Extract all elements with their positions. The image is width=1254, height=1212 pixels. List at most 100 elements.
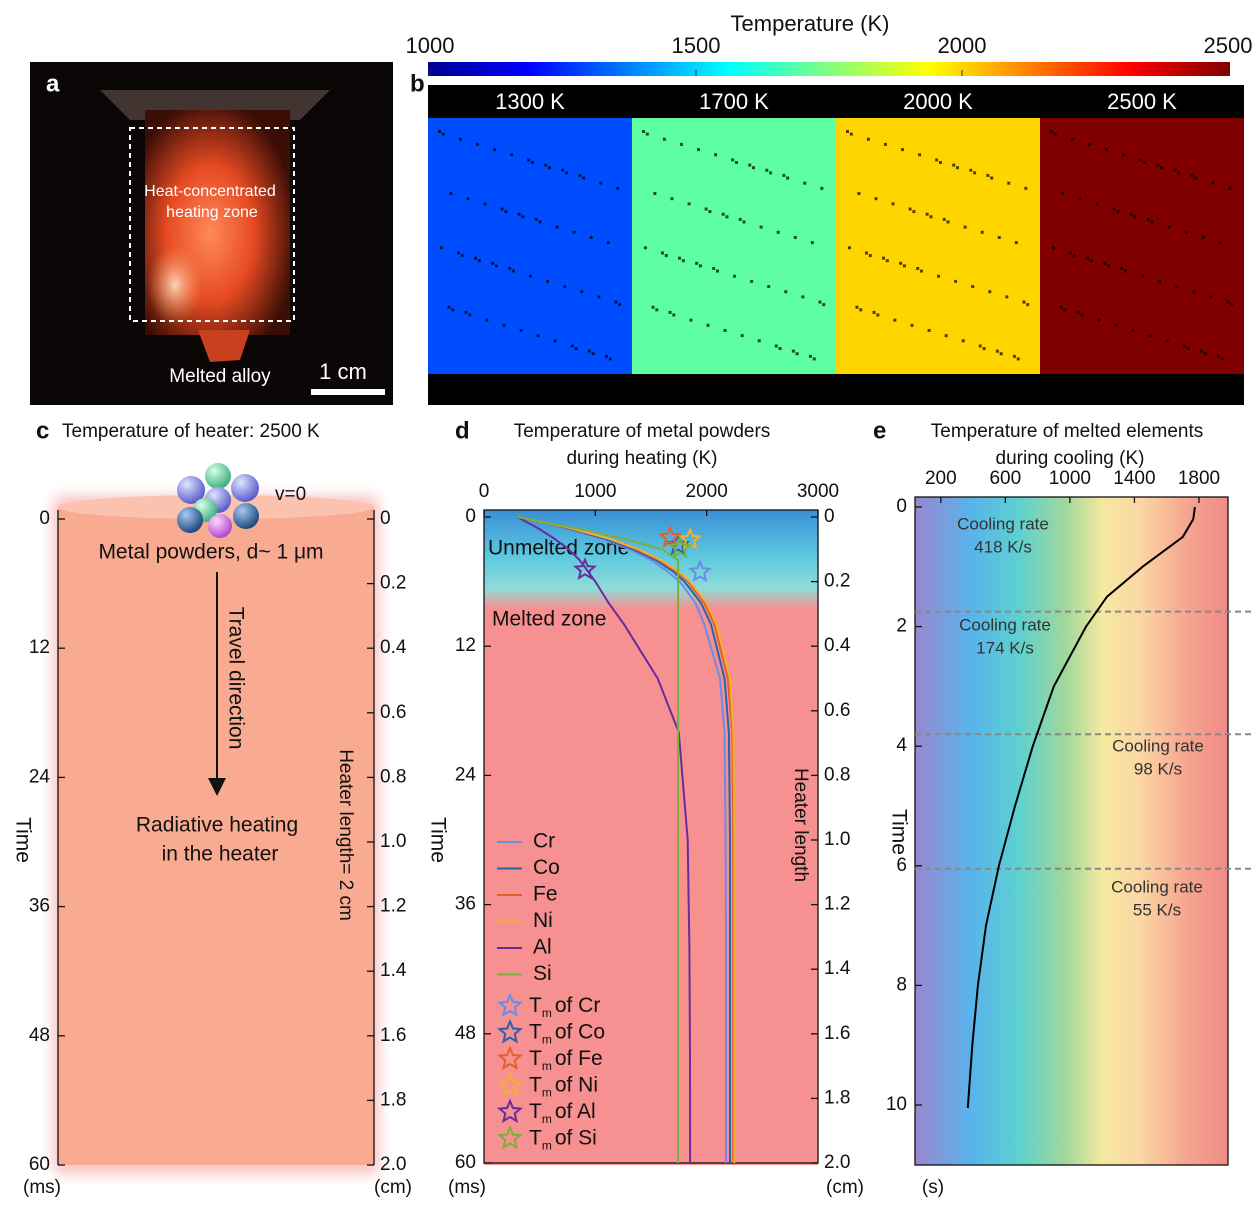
speckle — [944, 334, 948, 338]
speckle — [1070, 137, 1074, 141]
speckle — [1012, 354, 1016, 358]
speckle — [466, 197, 470, 201]
melting-point — [667, 535, 693, 559]
y-tick-label: 12 — [29, 637, 50, 658]
speckle — [1097, 318, 1101, 322]
speckle — [1192, 290, 1196, 294]
legend-subscript: m — [542, 1139, 552, 1153]
legend-subscript: m — [542, 1033, 552, 1047]
legend-label: Al — [533, 936, 552, 959]
speckle — [606, 241, 610, 245]
speckle — [468, 313, 472, 317]
speckle — [561, 168, 565, 172]
legend-prefix: T — [529, 1073, 542, 1096]
speckle — [565, 171, 569, 175]
speckle — [1173, 168, 1177, 172]
speckle — [508, 266, 512, 270]
speckle — [997, 235, 1001, 239]
speckle — [580, 290, 584, 294]
series-line — [517, 516, 680, 1163]
speckle — [687, 202, 691, 206]
y-tick-label: 36 — [29, 896, 50, 917]
plot-frame — [914, 496, 1229, 1166]
speckle — [866, 137, 870, 141]
annotation: in the heater — [162, 843, 279, 866]
speckle — [1218, 241, 1222, 245]
speckle — [504, 210, 508, 214]
colorbar-tick-label: 1000 — [406, 33, 455, 58]
speckle — [1106, 264, 1110, 268]
melting-point — [657, 524, 682, 548]
chart-title: during cooling (K) — [996, 448, 1145, 469]
speckle — [1122, 153, 1126, 157]
speckle — [999, 352, 1003, 356]
legend-prefix: T — [529, 1020, 542, 1043]
speckle — [1190, 173, 1194, 177]
speckle — [697, 148, 701, 152]
plot-frame — [483, 509, 819, 1164]
speckle — [1123, 269, 1127, 273]
y2-tick-label: 0.4 — [380, 637, 407, 658]
speckle — [731, 158, 735, 162]
speckle — [748, 163, 752, 167]
speckle — [483, 202, 487, 206]
y2-axis-unit: (cm) — [374, 1177, 412, 1198]
speckle — [990, 176, 994, 180]
zone-label: 1700 K — [699, 89, 769, 114]
speckle — [438, 130, 441, 133]
speckle — [582, 176, 586, 180]
speckle — [1148, 334, 1152, 338]
speckle — [769, 171, 773, 175]
legend-star — [496, 1124, 524, 1150]
speckle — [1165, 339, 1169, 343]
y-tick-label: 24 — [29, 766, 51, 787]
y2-tick-label: 1.6 — [824, 1023, 850, 1044]
speckle — [1086, 256, 1090, 260]
speckle — [475, 142, 479, 146]
speckle — [678, 256, 682, 260]
legend-label: Co — [533, 856, 560, 879]
colorbar-title: Temperature (K) — [731, 11, 890, 36]
speckle — [660, 251, 664, 255]
speckle — [786, 176, 790, 180]
y2-tick-label: 1.2 — [824, 894, 850, 915]
y2-tick-label: 2.0 — [824, 1152, 850, 1173]
speckle — [555, 225, 559, 229]
speckle — [916, 266, 920, 270]
speckle — [544, 163, 548, 167]
speckle — [616, 186, 620, 190]
speckle — [1087, 142, 1091, 146]
speckle — [961, 339, 965, 343]
y2-tick-label: 1.4 — [380, 960, 407, 981]
speckle — [908, 207, 912, 211]
y2-tick-label: 0.2 — [824, 571, 850, 592]
speckle — [1216, 354, 1220, 358]
speckle — [757, 339, 761, 343]
speckle — [988, 290, 992, 294]
y-tick-label: 0 — [896, 496, 907, 517]
speckle — [927, 328, 931, 332]
speckle — [1016, 357, 1020, 361]
speckle — [578, 173, 582, 177]
speckle — [1141, 274, 1145, 278]
rate-value: 98 K/s — [1134, 759, 1182, 778]
speckle — [808, 354, 812, 358]
speckle — [439, 246, 443, 250]
panel-label: c — [36, 417, 49, 444]
speckle — [1120, 266, 1124, 270]
scale-bar-label: 1 cm — [319, 359, 367, 384]
legend-star — [496, 1018, 524, 1044]
speckle — [1061, 192, 1065, 196]
y2-tick-label: 1.0 — [824, 829, 850, 850]
y2-tick-label: 0.2 — [380, 573, 406, 594]
speckle — [1059, 305, 1063, 309]
speckle — [791, 349, 795, 353]
speckle — [1186, 347, 1190, 351]
annotation: Radiative heating — [136, 814, 298, 837]
zone-label: Melted zone — [492, 608, 606, 631]
speckle — [742, 220, 746, 224]
speckle — [795, 352, 799, 356]
speckle — [458, 137, 462, 141]
y2-tick-label: 1.0 — [380, 831, 406, 852]
legend-star — [496, 1071, 524, 1097]
